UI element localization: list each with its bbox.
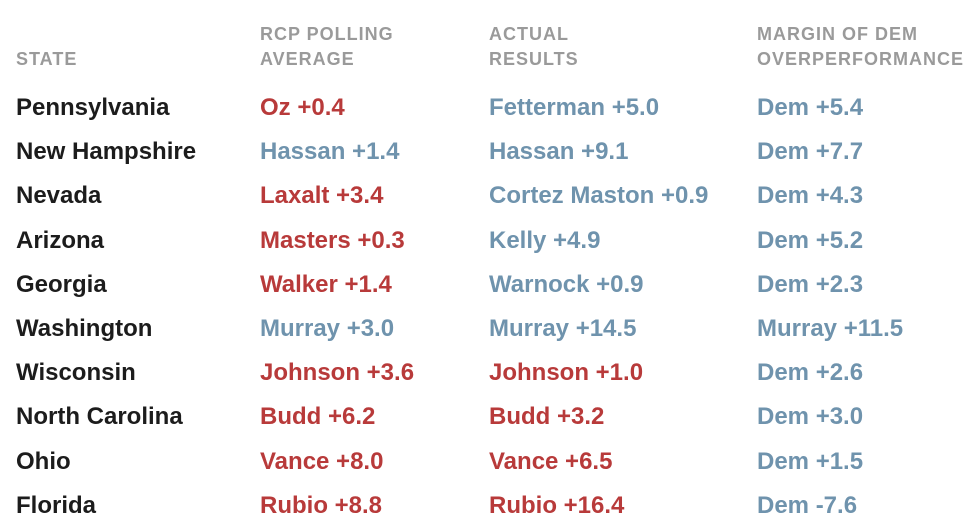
table-row: Washington Murray +3.0 Murray +14.5 Murray … <box>0 307 980 351</box>
cell-margin: Dem +5.2 <box>757 226 864 254</box>
cell-polling: Vance +8.0 <box>260 447 384 475</box>
cell-margin: Dem +7.7 <box>757 138 864 166</box>
cell-state: North Carolina <box>16 403 183 431</box>
cell-polling: Murray +3.0 <box>260 314 395 342</box>
cell-state: Washington <box>16 314 153 342</box>
cell-margin: Dem +3.0 <box>757 403 864 431</box>
cell-state: Georgia <box>16 270 107 298</box>
cell-actual: Vance +6.5 <box>489 447 613 475</box>
table-row: New Hampshire Hassan +1.4 Hassan +9.1 Dem +… <box>0 130 980 174</box>
header-polling: RCP POLLING AVERAGE <box>260 24 394 69</box>
cell-margin: Dem +4.3 <box>757 182 864 210</box>
table-row: Georgia Walker +1.4 Warnock +0.9 Dem +2.3 <box>0 263 980 307</box>
cell-margin: Dem -7.6 <box>757 491 858 519</box>
cell-state: Ohio <box>16 447 71 475</box>
table-row: Florida Rubio +8.8 Rubio +16.4 Dem -7.6 <box>0 484 980 528</box>
cell-state: New Hampshire <box>16 138 197 166</box>
cell-actual: Murray +14.5 <box>489 314 637 342</box>
cell-state: Pennsylvania <box>16 94 170 121</box>
table-row: Ohio Vance +8.0 Vance +6.5 Dem +1.5 <box>0 440 980 484</box>
cell-margin: Dem +5.4 <box>757 94 864 121</box>
cell-polling: Johnson +3.6 <box>260 359 415 387</box>
cell-polling: Budd +6.2 <box>260 403 376 431</box>
table-row: North Carolina Budd +6.2 Budd +3.2 Dem +3.0 <box>0 395 980 439</box>
cell-polling: Rubio +8.8 <box>260 491 383 519</box>
cell-polling: Laxalt +3.4 <box>260 182 384 210</box>
table-row: Nevada Laxalt +3.4 Cortez Maston +0.9 Dem +… <box>0 174 980 218</box>
cell-margin: Murray +11.5 <box>757 314 904 342</box>
table-body: Pennsylvania Oz +0.4 Fetterman +5.0 Dem +5.… <box>0 86 980 528</box>
table-header: STATE RCP POLLING AVERAGE ACTUAL RESULTS… <box>0 20 980 72</box>
cell-state: Florida <box>16 491 97 519</box>
table-row: Wisconsin Johnson +3.6 Johnson +1.0 Dem +2.… <box>0 351 980 395</box>
cell-polling: Hassan +1.4 <box>260 138 400 166</box>
cell-actual: Kelly +4.9 <box>489 226 601 254</box>
cell-actual: Hassan +9.1 <box>489 138 629 166</box>
cell-actual: Fetterman +5.0 <box>489 94 660 121</box>
cell-margin: Dem +1.5 <box>757 447 864 475</box>
table-row: Pennsylvania Oz +0.4 Fetterman +5.0 Dem +5.… <box>0 86 980 130</box>
cell-actual: Warnock +0.9 <box>489 270 644 298</box>
cell-polling: Masters +0.3 <box>260 226 405 254</box>
cell-state: Arizona <box>16 226 105 254</box>
cell-state: Nevada <box>16 182 102 210</box>
cell-polling: Oz +0.4 <box>260 94 345 121</box>
cell-margin: Dem +2.3 <box>757 270 864 298</box>
cell-state: Wisconsin <box>16 359 136 387</box>
header-margin: MARGIN OF DEM OVERPERFORMANCE <box>757 24 965 69</box>
cell-actual: Johnson +1.0 <box>489 359 644 387</box>
cell-actual: Budd +3.2 <box>489 403 605 431</box>
table-row: Arizona Masters +0.3 Kelly +4.9 Dem +5.2 <box>0 219 980 263</box>
cell-actual: Rubio +16.4 <box>489 491 625 519</box>
header-actual: ACTUAL RESULTS <box>489 24 579 69</box>
cell-actual: Cortez Maston +0.9 <box>489 182 709 210</box>
cell-polling: Walker +1.4 <box>260 270 392 298</box>
cell-margin: Dem +2.6 <box>757 359 864 387</box>
header-state: STATE <box>16 49 78 69</box>
